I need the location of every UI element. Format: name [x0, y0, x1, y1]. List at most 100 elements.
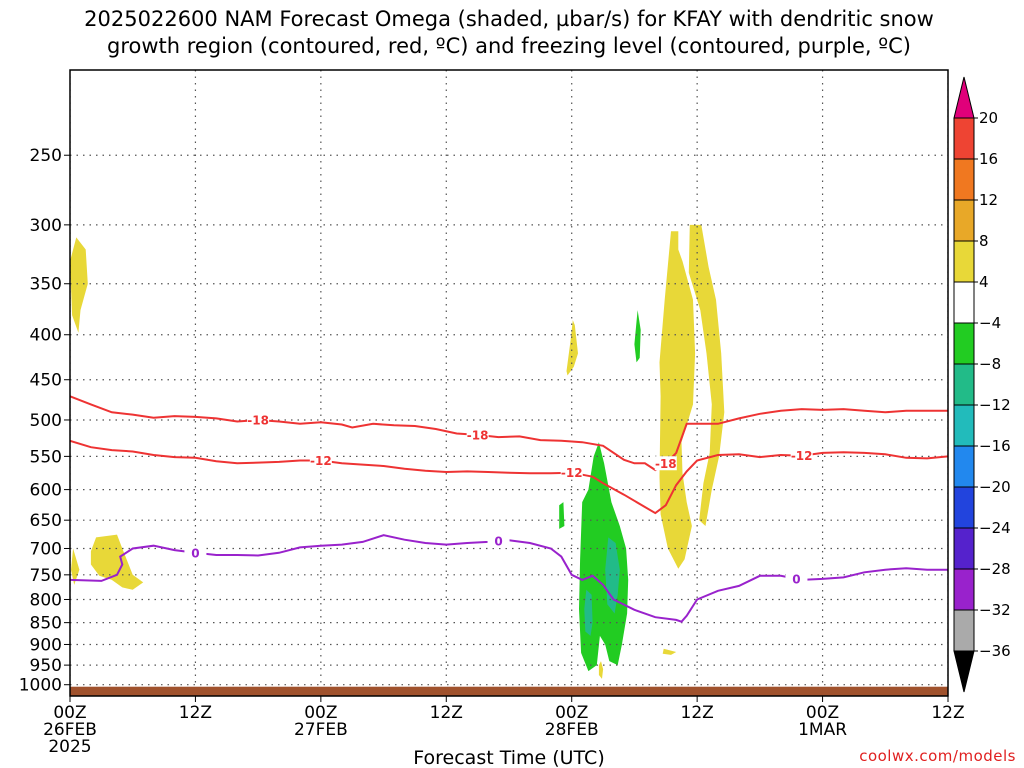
- omega-region-0: [70, 237, 88, 333]
- y-tick-label: 750: [30, 566, 62, 586]
- contour-label: -18: [467, 428, 489, 442]
- x-axis-title: Forecast Time (UTC): [413, 747, 604, 768]
- y-tick-label: 350: [30, 275, 62, 295]
- contour-label-bg: [790, 448, 813, 463]
- contour-layer: -18 -18 -18 -12 -12 -12 0 0 0: [70, 395, 948, 623]
- y-tick-label: 650: [30, 511, 62, 531]
- omega-region-12: [584, 589, 593, 636]
- contour-label: -12: [310, 454, 332, 468]
- contour-label-bg: [247, 412, 270, 427]
- x-tick-label: 00Z: [304, 703, 337, 723]
- grid-layer: [70, 70, 948, 696]
- contour-label: -12: [561, 466, 583, 480]
- colorbar-label: −32: [979, 601, 1011, 619]
- omega-region-5: [688, 224, 725, 526]
- omega-region-13: [598, 661, 604, 679]
- colorbar-label: 8: [979, 232, 989, 250]
- x-tick-label: 27FEB: [294, 720, 348, 740]
- contour-label-bg: [309, 453, 332, 468]
- y-tick-label: 500: [30, 411, 62, 431]
- colorbar-label: 12: [979, 191, 998, 209]
- x-tick-label: 1MAR: [798, 720, 847, 740]
- chart-title-line-2: growth region (contoured, red, ºC) and f…: [107, 34, 911, 58]
- contour-label-bg: [560, 465, 583, 480]
- omega-region-9: [559, 502, 565, 529]
- chart-title-line-1: 2025022600 NAM Forecast Omega (shaded, µ…: [84, 7, 934, 31]
- colorbar-bin-6: [953, 322, 975, 365]
- colorbar-label: −36: [979, 642, 1011, 660]
- colorbar-bin-8: [953, 404, 975, 447]
- colorbar-bin-12: [953, 568, 975, 611]
- omega-region-1: [71, 548, 80, 585]
- colorbar-bin-2: [953, 158, 975, 201]
- y-tick-label: 250: [30, 146, 62, 166]
- contour-label: -12: [791, 449, 813, 463]
- x-tick-label: 12Z: [681, 703, 714, 723]
- ground-fill: [70, 686, 948, 696]
- x-tick-label: 26FEB: [43, 720, 97, 740]
- contour-label: 0: [191, 546, 199, 560]
- colorbar-bin-9: [953, 445, 975, 488]
- x-tick-label: 00Z: [806, 703, 839, 723]
- y-tick-label: 950: [30, 656, 62, 676]
- colorbar-label: −8: [979, 355, 1001, 373]
- x-tick-label: 12Z: [430, 703, 463, 723]
- plot-area: -18 -18 -18 -12 -12 -12 0 0 0: [70, 70, 948, 696]
- x-tick-label: 12Z: [931, 703, 964, 723]
- contour-line-0: [70, 395, 948, 472]
- colorbar-bin-10: [953, 486, 975, 529]
- colorbar-label: −20: [979, 478, 1011, 496]
- colorbar-bin-4: [953, 240, 975, 283]
- y-tick-label: 900: [30, 635, 62, 655]
- y-axis: 2503003504004505005506006507007508008509…: [19, 146, 70, 696]
- y-tick-label: 800: [30, 590, 62, 610]
- ground-layer: [70, 686, 948, 696]
- y-tick-label: 400: [30, 326, 62, 346]
- colorbar-label: −12: [979, 396, 1011, 414]
- y-tick-label: 550: [30, 447, 62, 467]
- colorbar-bin-11: [953, 527, 975, 570]
- contour-label-bg: [466, 427, 489, 442]
- contour-label-bg: [785, 571, 808, 586]
- colorbar-label: −4: [979, 314, 1001, 332]
- colorbar-bin-13: [953, 609, 975, 652]
- contour-label: -18: [655, 457, 677, 471]
- y-tick-label: 850: [30, 614, 62, 634]
- plot-frame: [69, 69, 949, 697]
- omega-region-3: [566, 320, 578, 376]
- contour-label-bg: [487, 534, 510, 549]
- colorbar-bin-3: [953, 199, 975, 242]
- omega-region-6: [662, 648, 677, 655]
- colorbar-label: −16: [979, 437, 1011, 455]
- colorbar-bin-1: [953, 117, 975, 160]
- colorbar: 20 16 12 8 4 −4 −8 −12 −16 −20 −24 −28 −32 −36: [953, 76, 1011, 693]
- x-tick-label: 12Z: [179, 703, 212, 723]
- y-tick-label: 600: [30, 481, 62, 501]
- colorbar-label: 20: [979, 109, 998, 127]
- y-tick-label: 1000: [19, 676, 62, 696]
- y-tick-label: 700: [30, 539, 62, 559]
- omega-shading-layer: [70, 224, 725, 679]
- contour-label: 0: [494, 535, 502, 549]
- x-tick-label: 2025: [48, 737, 91, 757]
- x-tick-label: 00Z: [555, 703, 588, 723]
- x-tick-label: 00Z: [53, 703, 86, 723]
- x-tick-label: 28FEB: [545, 720, 599, 740]
- contour-label: -18: [247, 413, 269, 427]
- colorbar-bin-14: [953, 650, 975, 693]
- colorbar-label: 4: [979, 273, 989, 291]
- colorbar-bin-7: [953, 363, 975, 406]
- contour-label: 0: [792, 572, 800, 586]
- omega-region-4: [659, 231, 696, 569]
- y-tick-label: 300: [30, 216, 62, 236]
- colorbar-bin-5: [953, 281, 975, 324]
- contour-label-bg: [654, 456, 677, 471]
- colorbar-label: −24: [979, 519, 1011, 537]
- contour-label-bg: [184, 545, 207, 560]
- y-tick-label: 450: [30, 371, 62, 391]
- credit-text: coolwx.com/models: [859, 747, 1016, 765]
- omega-region-8: [634, 310, 641, 363]
